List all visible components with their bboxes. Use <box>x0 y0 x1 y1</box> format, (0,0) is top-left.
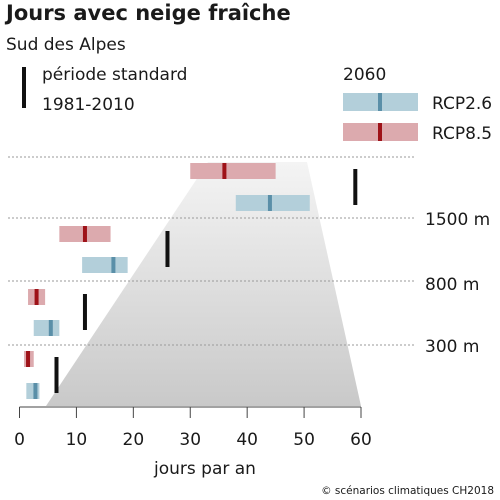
legend-rcp26-median <box>378 93 382 111</box>
chart-subtitle: Sud des Alpes <box>6 35 126 55</box>
standard-period-mark <box>165 231 170 267</box>
data-marks <box>24 163 358 399</box>
rcp26-median-mark <box>111 257 116 273</box>
rcp85-median-mark <box>82 226 87 242</box>
rcp26-median-mark <box>267 195 272 211</box>
legend-scenario-year: 2060 <box>343 65 386 85</box>
elevation-group-1 <box>59 226 170 273</box>
rcp26-range-bar <box>26 383 40 399</box>
rcp26-median-mark <box>48 320 53 336</box>
rcp26-range-bar <box>82 257 128 273</box>
standard-period-mark <box>82 294 87 330</box>
elevation-group-0 <box>190 163 358 211</box>
rcp85-range-bar <box>190 163 276 179</box>
x-axis-title: jours par an <box>153 459 256 479</box>
rcp26-median-mark <box>33 383 38 399</box>
rcp85-median-mark <box>34 289 39 305</box>
rcp85-median-mark <box>222 163 227 179</box>
elevation-group-3 <box>24 351 59 399</box>
standard-period-mark <box>54 357 59 393</box>
elevation-label-300: 300 m <box>425 337 479 357</box>
standard-period-mark <box>353 169 358 205</box>
legend-standard-period: 1981-2010 <box>42 95 135 115</box>
x-tick-label-20: 20 <box>123 430 145 450</box>
elevation-label-1500: 1500 m <box>425 210 490 230</box>
rcp26-range-bar <box>235 195 310 211</box>
chart-title: Jours avec neige fraîche <box>4 1 291 25</box>
x-tick-label-50: 50 <box>293 430 315 450</box>
legend-rcp85-label: RCP8.5 <box>432 124 492 144</box>
legend-rcp85-median <box>378 123 382 141</box>
legend-standard-label: période standard <box>42 65 187 85</box>
x-tick-label-40: 40 <box>236 430 258 450</box>
x-tick-label-10: 10 <box>66 430 88 450</box>
x-tick-label-30: 30 <box>179 430 201 450</box>
elevation-label-800: 800 m <box>425 275 479 295</box>
x-tick-label-60: 60 <box>350 430 372 450</box>
mountain-silhouette <box>46 162 361 406</box>
rcp26-range-bar <box>33 320 60 336</box>
legend-standard-mark <box>22 67 26 108</box>
credit-text: © scénarios climatiques CH2018 <box>321 485 494 497</box>
x-tick-label-0: 0 <box>14 430 25 450</box>
elevation-group-2 <box>28 289 87 336</box>
x-axis: 0 10 20 30 40 50 60 <box>14 406 372 450</box>
legend-rcp26-label: RCP2.6 <box>432 94 492 114</box>
rcp85-median-mark <box>26 351 31 367</box>
legend: période standard 1981-2010 2060 RCP2.6 R… <box>22 65 492 144</box>
